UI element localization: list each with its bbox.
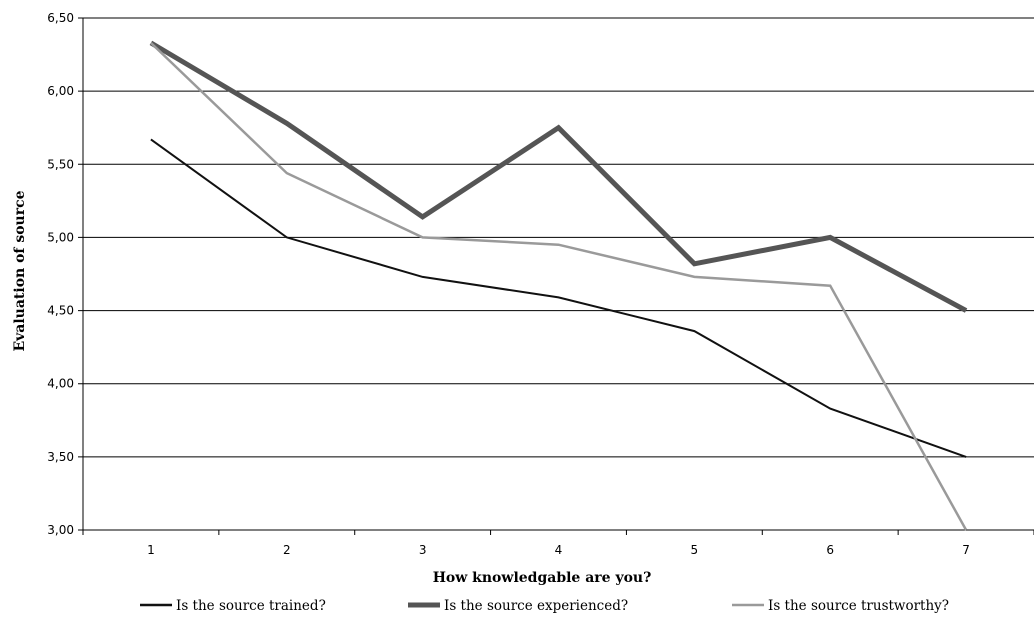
legend-label-trustworthy: Is the source trustworthy? bbox=[768, 598, 949, 614]
gridlines bbox=[78, 17, 1034, 531]
legend-item-trustworthy: Is the source trustworthy? bbox=[732, 598, 949, 614]
y-tick-label: 5,00 bbox=[47, 230, 74, 244]
y-tick-label: 3,00 bbox=[47, 523, 74, 537]
legend-item-trained: Is the source trained? bbox=[140, 598, 326, 614]
series-lines bbox=[149, 40, 968, 531]
y-tick-label: 4,00 bbox=[47, 377, 74, 391]
series-line-trustworthy bbox=[150, 41, 968, 531]
x-axis-title: How knowledgable are you? bbox=[433, 570, 652, 586]
y-tick-labels: 3,00 3,50 4,00 4,50 5,00 5,50 6,00 6,50 bbox=[47, 11, 74, 537]
x-tick-label: 5 bbox=[691, 543, 699, 557]
legend: Is the source trained? Is the source exp… bbox=[140, 598, 949, 614]
x-tick-label: 3 bbox=[419, 543, 427, 557]
legend-item-experienced: Is the source experienced? bbox=[408, 598, 628, 614]
x-tick-label: 1 bbox=[147, 543, 155, 557]
y-tick-label: 4,50 bbox=[47, 304, 74, 318]
y-tick-label: 6,00 bbox=[47, 84, 74, 98]
y-tick-label: 6,50 bbox=[47, 11, 74, 25]
axes bbox=[82, 18, 1034, 535]
y-axis-title: Evaluation of source bbox=[12, 190, 28, 351]
x-tick-label: 6 bbox=[826, 543, 834, 557]
legend-label-experienced: Is the source experienced? bbox=[444, 598, 628, 614]
legend-label-trained: Is the source trained? bbox=[176, 598, 326, 614]
x-tick-label: 2 bbox=[283, 543, 291, 557]
x-tick-label: 4 bbox=[555, 543, 563, 557]
y-tick-label: 3,50 bbox=[47, 450, 74, 464]
series-line-experienced bbox=[149, 40, 968, 313]
y-tick-label: 5,50 bbox=[47, 157, 74, 171]
x-tick-labels: 1 2 3 4 5 6 7 bbox=[147, 543, 970, 557]
x-tick-label: 7 bbox=[962, 543, 970, 557]
series-line-trained bbox=[150, 138, 967, 458]
